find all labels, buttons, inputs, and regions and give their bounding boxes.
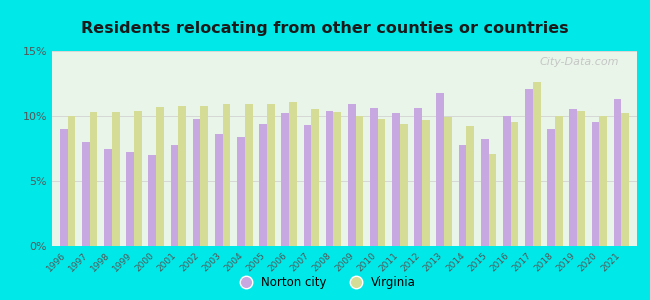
Bar [378,118,385,246]
Bar [156,107,164,246]
Bar [222,104,230,246]
Bar [200,106,208,246]
Bar [348,104,356,246]
Bar [569,110,577,246]
Bar [237,137,245,246]
Bar [304,125,311,246]
Bar [170,145,178,246]
Bar [467,126,474,246]
Bar [489,154,497,246]
Bar [311,110,319,246]
Bar [459,145,467,246]
Bar [178,106,186,246]
Bar [60,129,68,246]
Bar [533,82,541,246]
Bar [104,148,112,246]
Bar [267,104,275,246]
Bar [333,112,341,246]
Bar [370,108,378,246]
Bar [511,122,519,246]
Bar [422,120,430,246]
Bar [547,129,555,246]
Bar [148,155,156,246]
Bar [503,116,511,246]
Bar [392,113,400,246]
Bar [192,118,200,246]
Bar [577,111,585,246]
Bar [289,102,297,246]
Bar [281,113,289,246]
Bar [245,104,253,246]
Bar [215,134,222,246]
Bar [356,116,363,246]
Bar [444,117,452,246]
Bar [525,89,533,246]
Bar [326,111,333,246]
Bar [90,112,97,246]
Bar [621,113,629,246]
Bar [112,112,120,246]
Bar [555,116,563,246]
Text: Residents relocating from other counties or countries: Residents relocating from other counties… [81,21,569,36]
Bar [400,124,408,246]
Bar [614,99,621,246]
Bar [134,111,142,246]
Bar [68,116,75,246]
Bar [481,140,489,246]
Bar [436,93,444,246]
Bar [126,152,134,246]
Bar [592,122,599,246]
Bar [599,116,607,246]
Legend: Norton city, Virginia: Norton city, Virginia [229,272,421,294]
Bar [259,124,267,246]
Bar [414,108,422,246]
Text: City-Data.com: City-Data.com [540,57,619,67]
Bar [82,142,90,246]
